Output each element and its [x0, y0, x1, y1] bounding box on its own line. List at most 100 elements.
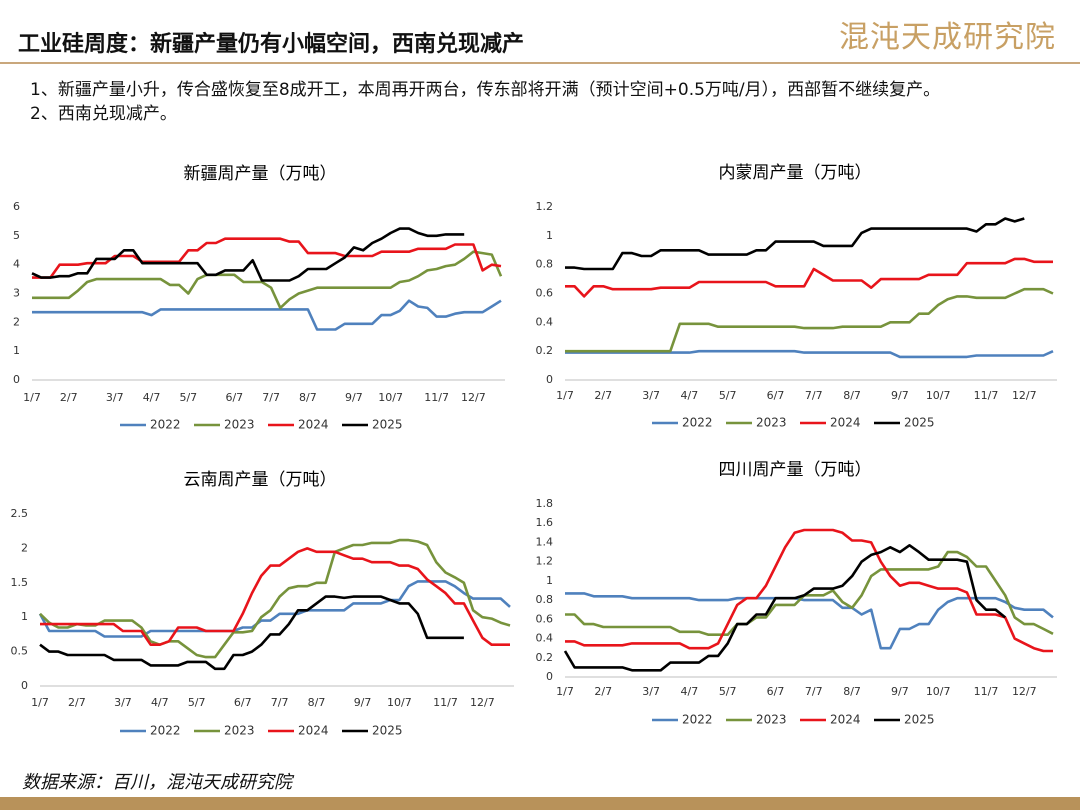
footer-bar — [0, 797, 1080, 810]
series-line — [39, 538, 511, 659]
y-tick-label: 5 — [13, 229, 20, 242]
y-tick-label: 1.5 — [11, 576, 29, 589]
y-tick-label: 0.8 — [536, 258, 554, 271]
x-tick-label: 12/7 — [461, 391, 486, 404]
x-tick-label: 10/7 — [926, 389, 951, 402]
x-tick-label: 7/7 — [805, 685, 823, 698]
series-line — [565, 287, 1054, 353]
note: 2、西南兑现减产。 — [30, 104, 177, 124]
series-line — [565, 550, 1054, 636]
x-tick-label: 9/7 — [891, 389, 909, 402]
x-tick-label: 8/7 — [299, 391, 317, 404]
y-tick-label: 1.2 — [536, 200, 554, 213]
x-tick-label: 10/7 — [926, 685, 951, 698]
legend-label: 2022 — [682, 416, 713, 430]
y-tick-label: 2.5 — [11, 507, 29, 520]
legend-label: 2022 — [682, 713, 713, 727]
series-line — [565, 217, 1025, 271]
x-tick-label: 9/7 — [354, 696, 372, 709]
legend-label: 2023 — [756, 713, 787, 727]
y-tick-label: 0.6 — [536, 612, 554, 625]
header-rule — [0, 62, 1080, 64]
x-tick-label: 11/7 — [974, 389, 999, 402]
x-tick-label: 2/7 — [594, 685, 612, 698]
legend-label: 2025 — [904, 713, 935, 727]
note: 1、新疆产量小升，传合盛恢复至8成开工，本周再开两台，传东部将开满（预计空间+0… — [30, 80, 941, 100]
y-tick-label: 1 — [13, 344, 20, 357]
x-tick-label: 4/7 — [681, 685, 699, 698]
source: 数据来源：百川，混沌天成研究院 — [22, 772, 292, 793]
chart-title: 云南周产量（万吨） — [184, 470, 337, 490]
y-tick-label: 0.8 — [536, 593, 554, 606]
y-tick-label: 3 — [13, 287, 20, 300]
series-line — [565, 349, 1054, 359]
y-tick-label: 0.5 — [11, 645, 29, 658]
legend-label: 2024 — [298, 724, 329, 738]
legend-label: 2023 — [224, 418, 255, 432]
y-tick-label: 0.2 — [536, 651, 554, 664]
series-line — [32, 299, 502, 331]
x-tick-label: 9/7 — [891, 685, 909, 698]
chart-title: 内蒙周产量（万吨） — [719, 163, 872, 183]
x-tick-label: 8/7 — [843, 685, 861, 698]
legend-label: 2024 — [830, 416, 861, 430]
legend-label: 2024 — [830, 713, 861, 727]
chart-title: 新疆周产量（万吨） — [184, 164, 337, 184]
x-tick-label: 2/7 — [68, 696, 86, 709]
chart-title: 四川周产量（万吨） — [719, 460, 872, 480]
x-tick-label: 3/7 — [642, 685, 660, 698]
y-tick-label: 6 — [13, 200, 20, 213]
series-line — [32, 250, 503, 310]
y-tick-label: 1.4 — [536, 535, 554, 548]
x-tick-label: 1/7 — [31, 696, 49, 709]
y-tick-label: 0.4 — [536, 315, 554, 328]
y-tick-label: 0.6 — [536, 287, 554, 300]
series-line — [40, 547, 510, 646]
slide-title: 工业硅周度：新疆产量仍有小幅空间，西南兑现减产 — [18, 31, 525, 57]
x-tick-label: 8/7 — [308, 696, 326, 709]
x-tick-label: 5/7 — [719, 389, 737, 402]
y-tick-label: 1 — [546, 574, 553, 587]
y-tick-label: 1.6 — [536, 516, 554, 529]
x-tick-label: 1/7 — [556, 685, 574, 698]
legend-label: 2022 — [150, 418, 181, 432]
legend-label: 2025 — [372, 724, 403, 738]
x-tick-label: 6/7 — [767, 389, 785, 402]
legend-label: 2023 — [756, 416, 787, 430]
x-tick-label: 10/7 — [378, 391, 403, 404]
x-tick-label: 5/7 — [188, 696, 206, 709]
x-tick-label: 1/7 — [23, 391, 41, 404]
y-tick-label: 2 — [13, 315, 20, 328]
y-tick-label: 0.2 — [536, 344, 554, 357]
x-tick-label: 3/7 — [642, 389, 660, 402]
x-tick-label: 3/7 — [114, 696, 132, 709]
x-tick-label: 4/7 — [143, 391, 161, 404]
x-tick-label: 1/7 — [556, 389, 574, 402]
series-line — [565, 257, 1053, 298]
x-tick-label: 4/7 — [151, 696, 169, 709]
y-tick-label: 4 — [13, 258, 20, 271]
x-tick-label: 5/7 — [179, 391, 197, 404]
x-tick-label: 6/7 — [234, 696, 252, 709]
series-line — [31, 227, 465, 282]
series-line — [39, 595, 464, 671]
y-tick-label: 1 — [546, 229, 553, 242]
y-tick-label: 0 — [546, 670, 553, 683]
x-tick-label: 5/7 — [719, 685, 737, 698]
x-tick-label: 7/7 — [262, 391, 280, 404]
x-tick-label: 3/7 — [106, 391, 124, 404]
x-tick-label: 11/7 — [974, 685, 999, 698]
y-tick-label: 0 — [13, 373, 20, 386]
x-tick-label: 7/7 — [271, 696, 289, 709]
y-tick-label: 0 — [546, 373, 553, 386]
x-tick-label: 12/7 — [470, 696, 495, 709]
x-tick-label: 11/7 — [433, 696, 458, 709]
legend-label: 2022 — [150, 724, 181, 738]
x-tick-label: 12/7 — [1012, 389, 1037, 402]
x-tick-label: 2/7 — [594, 389, 612, 402]
legend-label: 2025 — [372, 418, 403, 432]
series-line — [565, 528, 1053, 653]
logo: 混沌天成研究院 — [839, 20, 1056, 55]
